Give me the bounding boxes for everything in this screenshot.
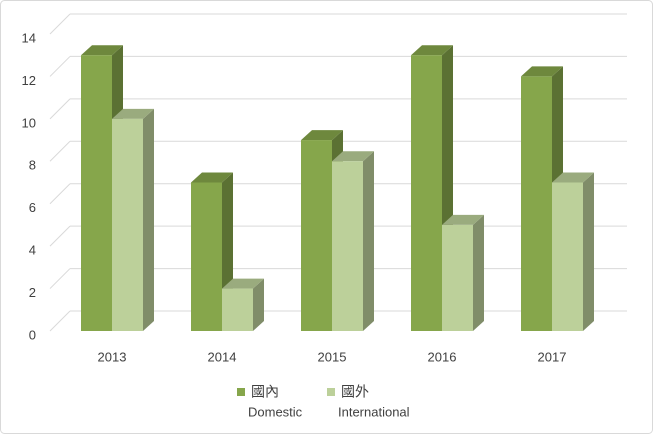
bar-top <box>191 172 233 183</box>
legend-label: 國內 <box>251 384 279 400</box>
grid-line-depth <box>49 225 71 247</box>
legend-sublabel: International <box>338 404 410 419</box>
bar-front <box>81 55 112 331</box>
grid-line-depth <box>49 183 71 205</box>
y-tick-label: 10 <box>22 115 36 130</box>
y-tick-label: 14 <box>22 30 36 45</box>
bar-front <box>301 140 332 331</box>
y-tick-label: 4 <box>29 243 36 258</box>
y-tick-label: 12 <box>22 73 36 88</box>
x-tick-label: 2014 <box>208 349 237 364</box>
bar-front <box>222 288 253 331</box>
grid-line-depth <box>49 98 71 120</box>
grid-line-depth <box>49 140 71 162</box>
x-tick-label: 2016 <box>428 349 457 364</box>
legend-swatch <box>327 388 335 396</box>
bar-side <box>583 172 594 331</box>
bar-top <box>552 172 594 183</box>
bar <box>332 151 374 331</box>
legend-label: 國外 <box>341 384 369 400</box>
bar-side <box>363 151 374 331</box>
bar-top <box>222 278 264 289</box>
bar <box>112 108 154 331</box>
y-tick-label: 2 <box>29 285 36 300</box>
bar <box>442 214 484 331</box>
grid-line-depth <box>49 310 71 332</box>
bar-front <box>191 182 222 331</box>
bar <box>552 172 594 331</box>
bar-side <box>143 108 154 331</box>
y-tick-label: 8 <box>29 158 36 173</box>
bar-front <box>112 118 143 331</box>
bar-top <box>332 151 374 162</box>
grid-line-depth <box>49 13 71 35</box>
bar-front <box>411 55 442 331</box>
bar-top <box>112 108 154 119</box>
bar-side <box>253 278 264 331</box>
bar <box>191 172 233 331</box>
y-tick-label: 6 <box>29 200 36 215</box>
bar-front <box>552 182 583 331</box>
bar-front <box>332 161 363 331</box>
legend-swatch <box>237 388 245 396</box>
bar-top <box>411 45 453 56</box>
grid-line-depth <box>49 56 71 77</box>
bar-top <box>81 45 123 56</box>
legend-sublabel: Domestic <box>248 404 303 419</box>
bar-front <box>521 76 552 331</box>
y-tick-label: 0 <box>29 327 36 342</box>
bar <box>222 278 264 331</box>
grid-line-depth <box>49 268 71 289</box>
x-tick-label: 2015 <box>318 349 347 364</box>
x-tick-label: 2017 <box>538 349 567 364</box>
x-tick-label: 2013 <box>98 349 127 364</box>
bar-top <box>301 130 343 141</box>
bar-side <box>473 214 484 331</box>
bar-top <box>442 214 484 225</box>
bar-top <box>521 66 563 77</box>
bar-front <box>442 224 473 331</box>
